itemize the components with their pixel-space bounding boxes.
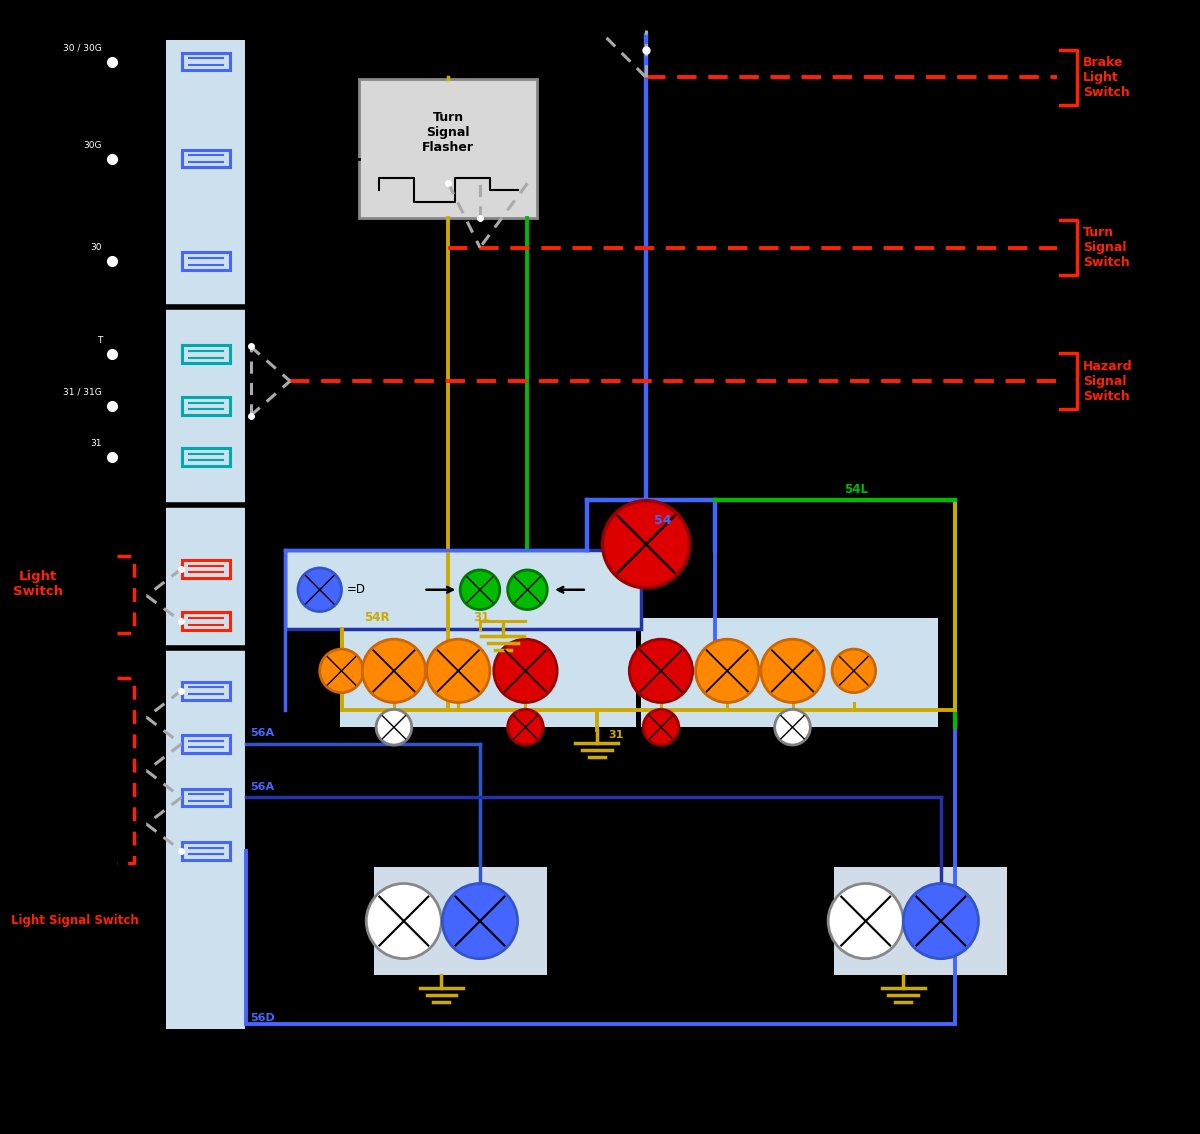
Bar xyxy=(182,346,229,363)
Circle shape xyxy=(775,710,810,745)
Text: 56D: 56D xyxy=(251,1013,275,1023)
Bar xyxy=(182,150,229,168)
Circle shape xyxy=(494,640,557,702)
Text: Hazard
Signal
Switch: Hazard Signal Switch xyxy=(1084,359,1133,403)
Text: 54: 54 xyxy=(654,515,672,527)
Circle shape xyxy=(643,710,679,745)
Circle shape xyxy=(298,568,342,611)
Circle shape xyxy=(376,710,412,745)
Circle shape xyxy=(508,570,547,610)
Text: 31: 31 xyxy=(608,730,624,741)
Circle shape xyxy=(629,640,692,702)
Circle shape xyxy=(904,883,978,958)
Bar xyxy=(182,841,229,860)
Circle shape xyxy=(508,710,544,745)
Bar xyxy=(182,682,229,700)
Bar xyxy=(182,788,229,806)
Bar xyxy=(374,866,547,975)
Bar xyxy=(340,618,636,727)
Text: 54R: 54R xyxy=(365,611,390,625)
Circle shape xyxy=(443,883,517,958)
Bar xyxy=(359,79,538,218)
Text: T: T xyxy=(97,337,102,346)
Text: 31: 31 xyxy=(473,611,490,625)
Bar xyxy=(834,866,1007,975)
Circle shape xyxy=(362,640,426,702)
Bar xyxy=(182,612,229,631)
Bar xyxy=(182,448,229,466)
Circle shape xyxy=(366,883,442,958)
Circle shape xyxy=(828,883,904,958)
Circle shape xyxy=(460,570,499,610)
Text: Light
Switch: Light Switch xyxy=(13,569,62,598)
Text: 56A: 56A xyxy=(251,728,275,738)
Bar xyxy=(182,397,229,415)
Text: 54L: 54L xyxy=(844,483,868,496)
Bar xyxy=(182,735,229,753)
Text: 31 / 31G: 31 / 31G xyxy=(64,388,102,397)
Text: Brake
Light
Switch: Brake Light Switch xyxy=(1084,56,1130,99)
Bar xyxy=(182,560,229,578)
Circle shape xyxy=(426,640,490,702)
Text: 30 / 30G: 30 / 30G xyxy=(64,44,102,52)
Bar xyxy=(286,550,641,629)
Bar xyxy=(182,253,229,270)
Circle shape xyxy=(832,649,876,693)
Circle shape xyxy=(602,501,690,587)
Text: 56A: 56A xyxy=(251,781,275,792)
Text: 30G: 30G xyxy=(84,141,102,150)
Text: 31: 31 xyxy=(91,439,102,448)
Text: =D: =D xyxy=(347,583,366,596)
Bar xyxy=(641,618,938,727)
Circle shape xyxy=(696,640,758,702)
Text: Turn
Signal
Switch: Turn Signal Switch xyxy=(1084,226,1130,269)
Bar xyxy=(167,40,246,1029)
Text: Turn
Signal
Flasher: Turn Signal Flasher xyxy=(422,110,474,153)
Bar xyxy=(182,52,229,70)
Text: 30: 30 xyxy=(91,244,102,253)
Circle shape xyxy=(761,640,824,702)
Text: Light Signal Switch: Light Signal Switch xyxy=(11,914,138,926)
Circle shape xyxy=(319,649,364,693)
